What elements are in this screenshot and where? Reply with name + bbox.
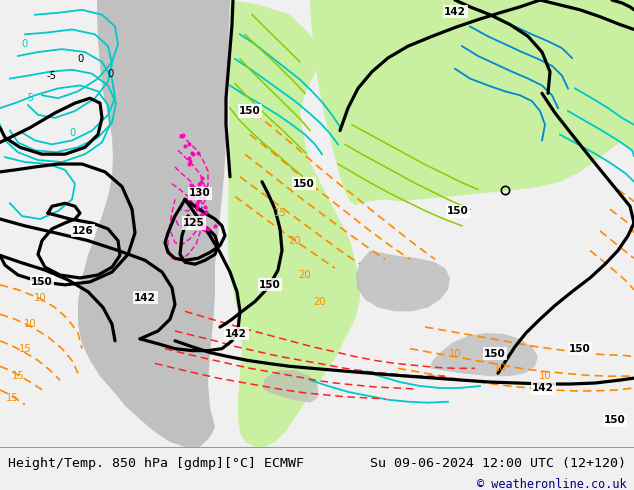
Text: 10: 10 xyxy=(539,371,552,381)
Text: 150: 150 xyxy=(259,280,281,290)
Text: © weatheronline.co.uk: © weatheronline.co.uk xyxy=(477,478,626,490)
Point xyxy=(198,195,209,202)
Point xyxy=(184,141,195,148)
Point xyxy=(198,224,208,232)
Polygon shape xyxy=(262,370,318,403)
Polygon shape xyxy=(228,0,360,447)
Point xyxy=(197,211,207,219)
Point xyxy=(188,150,198,158)
Point xyxy=(201,208,211,216)
Point xyxy=(186,181,196,189)
Text: 150: 150 xyxy=(484,348,506,359)
Text: 20: 20 xyxy=(288,236,301,245)
Text: 15: 15 xyxy=(11,371,24,381)
Point xyxy=(184,196,194,203)
Text: 142: 142 xyxy=(532,383,554,393)
Point xyxy=(196,178,206,186)
Text: Su 09-06-2024 12:00 UTC (12+120): Su 09-06-2024 12:00 UTC (12+120) xyxy=(370,457,626,470)
Point xyxy=(192,203,202,211)
Text: 142: 142 xyxy=(134,293,156,303)
Polygon shape xyxy=(356,250,450,311)
Point xyxy=(193,149,203,157)
Point xyxy=(194,196,204,204)
Text: 20: 20 xyxy=(314,296,327,307)
Point xyxy=(210,222,220,230)
Text: 150: 150 xyxy=(604,416,626,425)
Text: 15: 15 xyxy=(274,208,287,218)
Text: 150: 150 xyxy=(569,343,591,354)
Text: 142: 142 xyxy=(225,329,247,339)
Point xyxy=(199,225,209,233)
Point xyxy=(197,174,207,182)
Text: 150: 150 xyxy=(293,179,315,189)
Text: 142: 142 xyxy=(444,7,466,17)
Polygon shape xyxy=(310,0,634,205)
Text: 150: 150 xyxy=(239,106,261,116)
Text: 15: 15 xyxy=(18,343,31,354)
Point xyxy=(194,180,204,188)
Text: 0: 0 xyxy=(22,39,28,49)
Point xyxy=(187,183,197,191)
Text: -5: -5 xyxy=(25,93,35,103)
Point xyxy=(180,143,190,150)
Text: 0: 0 xyxy=(77,54,83,64)
Point xyxy=(200,203,210,211)
Point xyxy=(185,157,195,165)
Text: 15: 15 xyxy=(6,393,18,403)
Text: -5: -5 xyxy=(47,71,57,81)
Point xyxy=(188,193,198,200)
Point xyxy=(196,212,206,220)
Text: 0: 0 xyxy=(107,69,113,79)
Text: 20: 20 xyxy=(299,270,311,280)
Point xyxy=(176,132,186,140)
Polygon shape xyxy=(430,333,538,376)
Polygon shape xyxy=(78,0,230,447)
Text: 10: 10 xyxy=(494,363,507,373)
Text: 150: 150 xyxy=(447,206,469,216)
Point xyxy=(200,223,210,231)
Text: 10: 10 xyxy=(23,319,36,329)
Polygon shape xyxy=(316,0,634,201)
Point xyxy=(186,149,197,157)
Text: 0: 0 xyxy=(69,127,75,138)
Text: 125: 125 xyxy=(183,218,205,228)
Point xyxy=(184,160,195,168)
Point xyxy=(184,154,195,162)
Point xyxy=(192,199,202,207)
Text: Height/Temp. 850 hPa [gdmp][°C] ECMWF: Height/Temp. 850 hPa [gdmp][°C] ECMWF xyxy=(8,457,304,470)
Text: 10: 10 xyxy=(449,348,462,359)
Text: 126: 126 xyxy=(72,226,94,236)
Point xyxy=(178,131,188,139)
Text: 150: 150 xyxy=(31,277,53,287)
Text: 130: 130 xyxy=(189,189,211,198)
Text: 10: 10 xyxy=(34,293,46,303)
Point xyxy=(203,224,213,232)
